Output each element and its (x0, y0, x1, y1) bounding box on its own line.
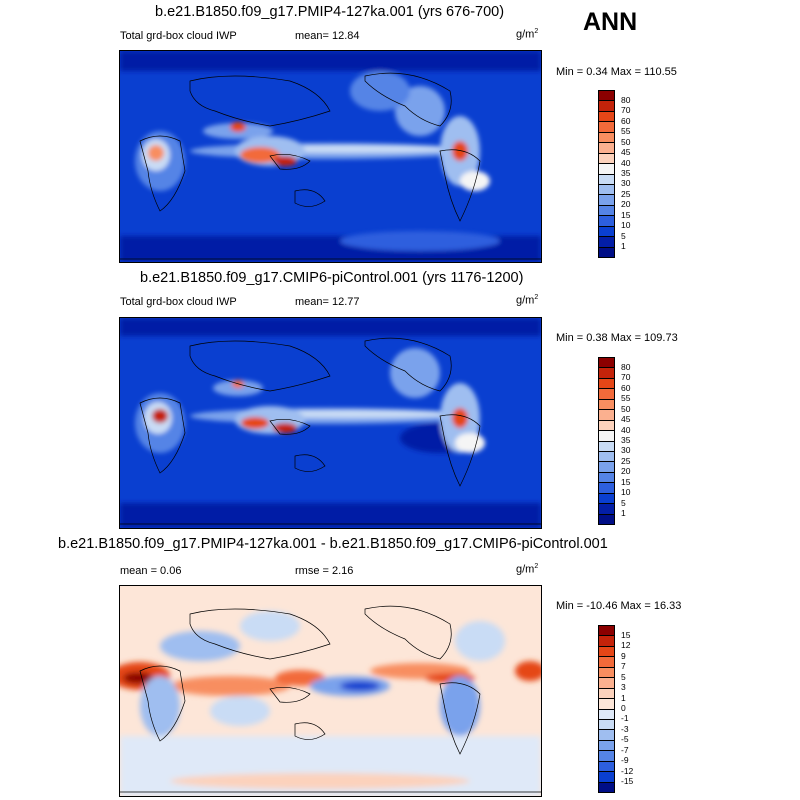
panel-1-title: b.e21.B1850.f09_g17.PMIP4-127ka.001 (yrs… (155, 4, 505, 20)
colorbar-label: 0 (621, 703, 626, 713)
colorbar-label: -7 (621, 744, 629, 755)
colorbar-label: 1 (621, 508, 626, 519)
colorbar-label: -15 (621, 776, 634, 787)
colorbar-label: -3 (621, 723, 629, 734)
colorbar-label: 30 (621, 178, 631, 189)
panel-2-map (119, 317, 542, 529)
colorbar-label: 5 (621, 497, 626, 508)
colorbar-label: 45 (621, 147, 631, 158)
colorbar-label: 35 (621, 435, 631, 445)
colorbar-label: -1 (621, 713, 629, 724)
colorbar-label: 70 (621, 372, 631, 383)
colorbar-label: 20 (621, 199, 631, 210)
colorbar-label: 3 (621, 682, 626, 693)
panel-1-map-field (120, 51, 541, 262)
colorbar-label: 40 (621, 157, 631, 168)
colorbar-label: 20 (621, 466, 631, 477)
panel-3-colorbar: 15 12 9 7 5 3 1 0 -1 -3 -5 -7 -9 -12 -15 (598, 625, 658, 793)
colorbar-label: 30 (621, 445, 631, 456)
panel-3-rmse: rmse = 2.16 (295, 565, 354, 577)
panel-3-map (119, 585, 542, 797)
panel-1-left-label: Total grd-box cloud IWP (120, 30, 237, 42)
panel-1-mean: mean= 12.84 (295, 30, 360, 42)
colorbar-label: 50 (621, 136, 631, 147)
colorbar-label: -5 (621, 734, 629, 745)
colorbar-label: -9 (621, 755, 629, 766)
colorbar-label: 15 (621, 476, 631, 487)
panel-3-units: g/m2 (516, 563, 539, 576)
panel-2-minmax: Min = 0.38 Max = 109.73 (556, 332, 678, 344)
colorbar-swatch (598, 246, 615, 258)
colorbar-label: 12 (621, 640, 631, 651)
panel-1-colorbar: 80 70 60 55 50 45 40 35 30 25 20 15 10 5 1 (598, 90, 658, 258)
colorbar-label: -12 (621, 765, 634, 776)
colorbar-label: 9 (621, 650, 626, 661)
colorbar-label: 1 (621, 692, 626, 703)
colorbar-label: 70 (621, 105, 631, 116)
colorbar-label: 45 (621, 414, 631, 425)
colorbar-swatch (598, 513, 615, 525)
colorbar-label: 7 (621, 661, 626, 672)
colorbar-label: 5 (621, 671, 626, 682)
colorbar-label: 15 (621, 209, 631, 220)
colorbar-label: 10 (621, 487, 631, 498)
colorbar-label: 25 (621, 188, 631, 199)
colorbar-label: 5 (621, 230, 626, 241)
panel-2-title: b.e21.B1850.f09_g17.CMIP6-piControl.001 … (140, 270, 524, 286)
panel-3-mean: mean = 0.06 (120, 565, 182, 577)
colorbar-label: 80 (621, 94, 631, 105)
panel-2-colorbar: 80 70 60 55 50 45 40 35 30 25 20 15 10 5 1 (598, 357, 658, 525)
colorbar-label: 15 (621, 629, 631, 640)
colorbar-label: 55 (621, 393, 631, 404)
colorbar-label: 80 (621, 361, 631, 372)
panel-2-map-field (120, 318, 541, 528)
colorbar-swatch (598, 781, 615, 793)
colorbar-label: 10 (621, 220, 631, 231)
panel-1-units: g/m2 (516, 28, 539, 41)
colorbar-label: 60 (621, 382, 631, 393)
colorbar-label: 50 (621, 403, 631, 414)
colorbar-label: 55 (621, 126, 631, 137)
colorbar-label: 1 (621, 241, 626, 252)
panel-1-minmax: Min = 0.34 Max = 110.55 (556, 66, 677, 78)
panel-2-mean: mean= 12.77 (295, 296, 360, 308)
colorbar-label: 25 (621, 455, 631, 466)
panel-2-units: g/m2 (516, 294, 539, 307)
panel-3-title: b.e21.B1850.f09_g17.PMIP4-127ka.001 - b.… (58, 536, 608, 552)
season-label: ANN (583, 8, 638, 36)
panel-3-minmax: Min = -10.46 Max = 16.33 (556, 600, 682, 612)
panel-3-map-field (120, 586, 541, 796)
colorbar-label: 35 (621, 168, 631, 178)
panel-1-map (119, 50, 542, 263)
colorbar-label: 40 (621, 424, 631, 435)
colorbar-label: 60 (621, 115, 631, 126)
panel-2-left-label: Total grd-box cloud IWP (120, 296, 237, 308)
